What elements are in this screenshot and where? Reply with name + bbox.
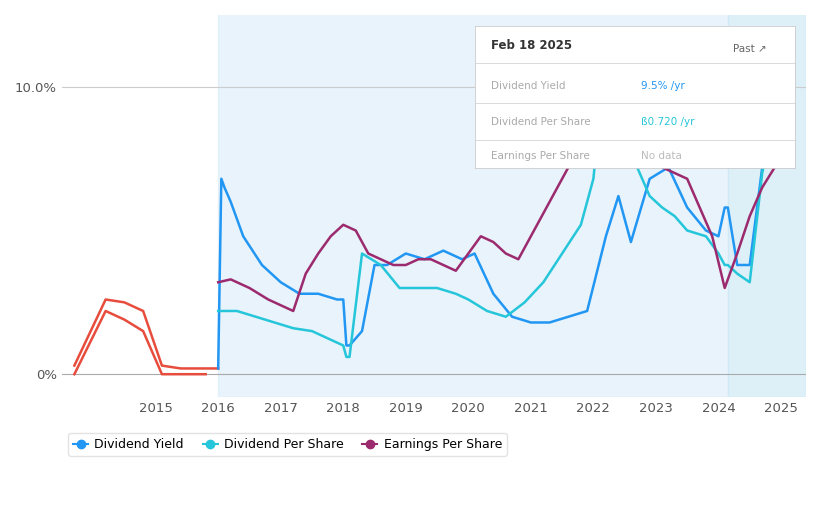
Legend: Dividend Yield, Dividend Per Share, Earnings Per Share: Dividend Yield, Dividend Per Share, Earn… [68,433,507,456]
Text: Past ↗: Past ↗ [733,44,767,54]
